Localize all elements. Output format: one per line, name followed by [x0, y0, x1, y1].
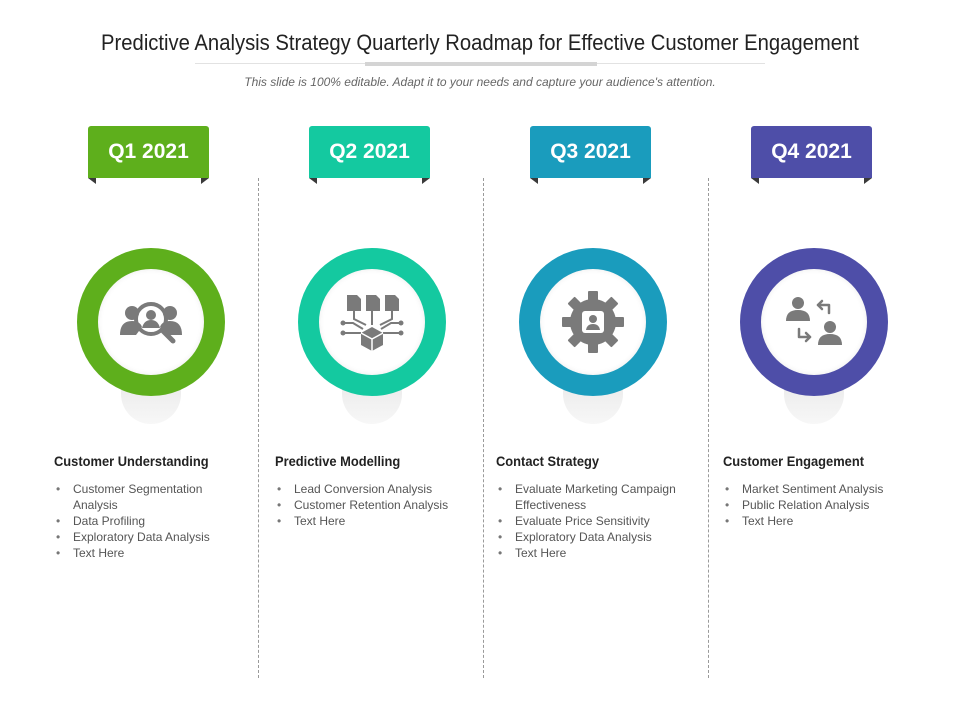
bullet-item: Exploratory Data Analysis	[496, 529, 676, 545]
quarter-title: Contact Strategy	[496, 453, 600, 469]
bullet-list: Evaluate Marketing Campaign Effectivenes…	[496, 481, 676, 561]
bullet-item: Evaluate Marketing Campaign Effectivenes…	[496, 481, 676, 513]
banner-fold	[88, 178, 96, 184]
bullet-list: Customer Segmentation Analysis Data Prof…	[54, 481, 234, 561]
quarter-ring	[298, 248, 446, 396]
bullet-item: Customer Segmentation Analysis	[54, 481, 234, 513]
page-subtitle: This slide is 100% editable. Adapt it to…	[244, 75, 716, 89]
quarter-title: Customer Engagement	[723, 453, 864, 469]
icon-holder	[98, 269, 204, 375]
quarter-title: Predictive Modelling	[275, 453, 401, 469]
user-exchange-icon	[786, 297, 842, 345]
column-divider	[483, 178, 484, 678]
bullet-item: Data Profiling	[54, 513, 234, 529]
banner-fold	[309, 178, 317, 184]
quarter-banner: Q1 2021	[88, 126, 209, 178]
bullet-item: Evaluate Price Sensitivity	[496, 513, 676, 529]
bullet-list: Market Sentiment Analysis Public Relatio…	[723, 481, 903, 529]
page-title: Predictive Analysis Strategy Quarterly R…	[101, 30, 859, 55]
gear-user-icon	[562, 291, 624, 353]
quarter-ring	[77, 248, 225, 396]
icon-holder	[761, 269, 867, 375]
banner-fold	[530, 178, 538, 184]
banner-fold	[751, 178, 759, 184]
quarter-banner: Q2 2021	[309, 126, 430, 178]
data-flow-icon	[340, 295, 404, 351]
bullet-item: Text Here	[496, 545, 676, 561]
banner-fold	[864, 178, 872, 184]
quarter-banner: Q3 2021	[530, 126, 651, 178]
bullet-item: Exploratory Data Analysis	[54, 529, 234, 545]
banner-fold	[201, 178, 209, 184]
icon-holder	[540, 269, 646, 375]
bullet-item: Public Relation Analysis	[723, 497, 903, 513]
quarter-banner: Q4 2021	[751, 126, 872, 178]
bullet-item: Text Here	[54, 545, 234, 561]
bullet-item: Market Sentiment Analysis	[723, 481, 903, 497]
banner-fold	[422, 178, 430, 184]
column-divider	[708, 178, 709, 678]
banner-fold	[643, 178, 651, 184]
quarter-ring	[740, 248, 888, 396]
bullet-item: Text Here	[723, 513, 903, 529]
quarter-ring	[519, 248, 667, 396]
bullet-item: Customer Retention Analysis	[275, 497, 455, 513]
bullet-item: Text Here	[275, 513, 455, 529]
bullet-item: Lead Conversion Analysis	[275, 481, 455, 497]
customer-search-icon	[120, 302, 182, 344]
bullet-list: Lead Conversion Analysis Customer Retent…	[275, 481, 455, 529]
title-underline-accent	[365, 62, 597, 66]
column-divider	[258, 178, 259, 678]
quarter-title: Customer Understanding	[54, 453, 209, 469]
icon-holder	[319, 269, 425, 375]
